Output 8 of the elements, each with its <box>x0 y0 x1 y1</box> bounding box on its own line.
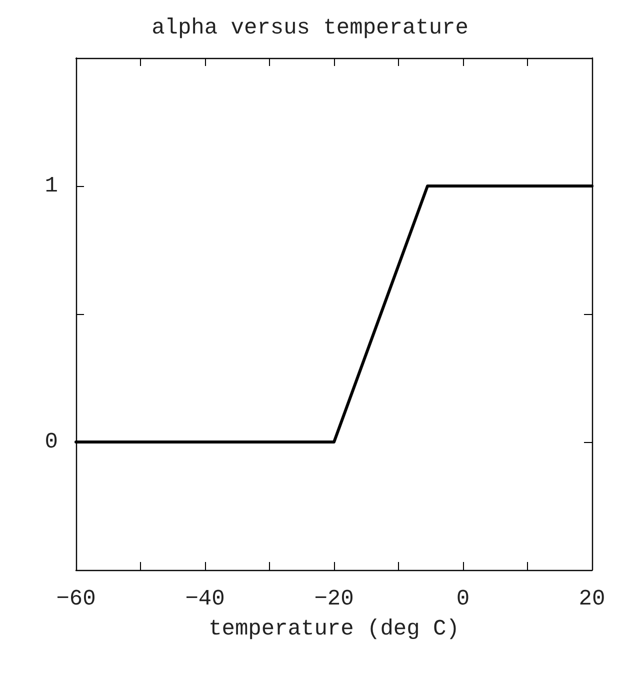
x-tick-label: −60 <box>56 586 96 612</box>
x-tick-label: 20 <box>578 586 606 612</box>
x-tick-label: 0 <box>456 586 470 612</box>
x-tick-label: −40 <box>185 586 225 612</box>
y-tick-label: 1 <box>44 174 58 198</box>
x-tick-label: −20 <box>314 586 354 612</box>
x-axis-title: temperature (deg C) <box>208 616 460 642</box>
chart-title: alpha versus temperature <box>152 16 468 40</box>
